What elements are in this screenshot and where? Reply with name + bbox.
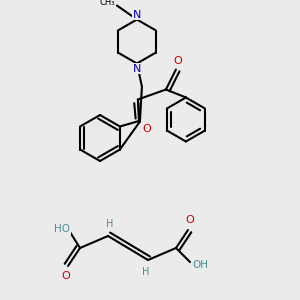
Text: O: O [61,271,70,281]
Text: O: O [173,56,182,67]
Text: H: H [142,267,150,277]
Text: H: H [106,219,114,229]
Text: CH₃: CH₃ [99,0,115,7]
Text: HO: HO [54,224,70,234]
Text: N: N [133,10,141,20]
Text: OH: OH [192,260,208,270]
Text: O: O [142,124,151,134]
Text: N: N [133,64,141,74]
Text: O: O [186,215,194,225]
